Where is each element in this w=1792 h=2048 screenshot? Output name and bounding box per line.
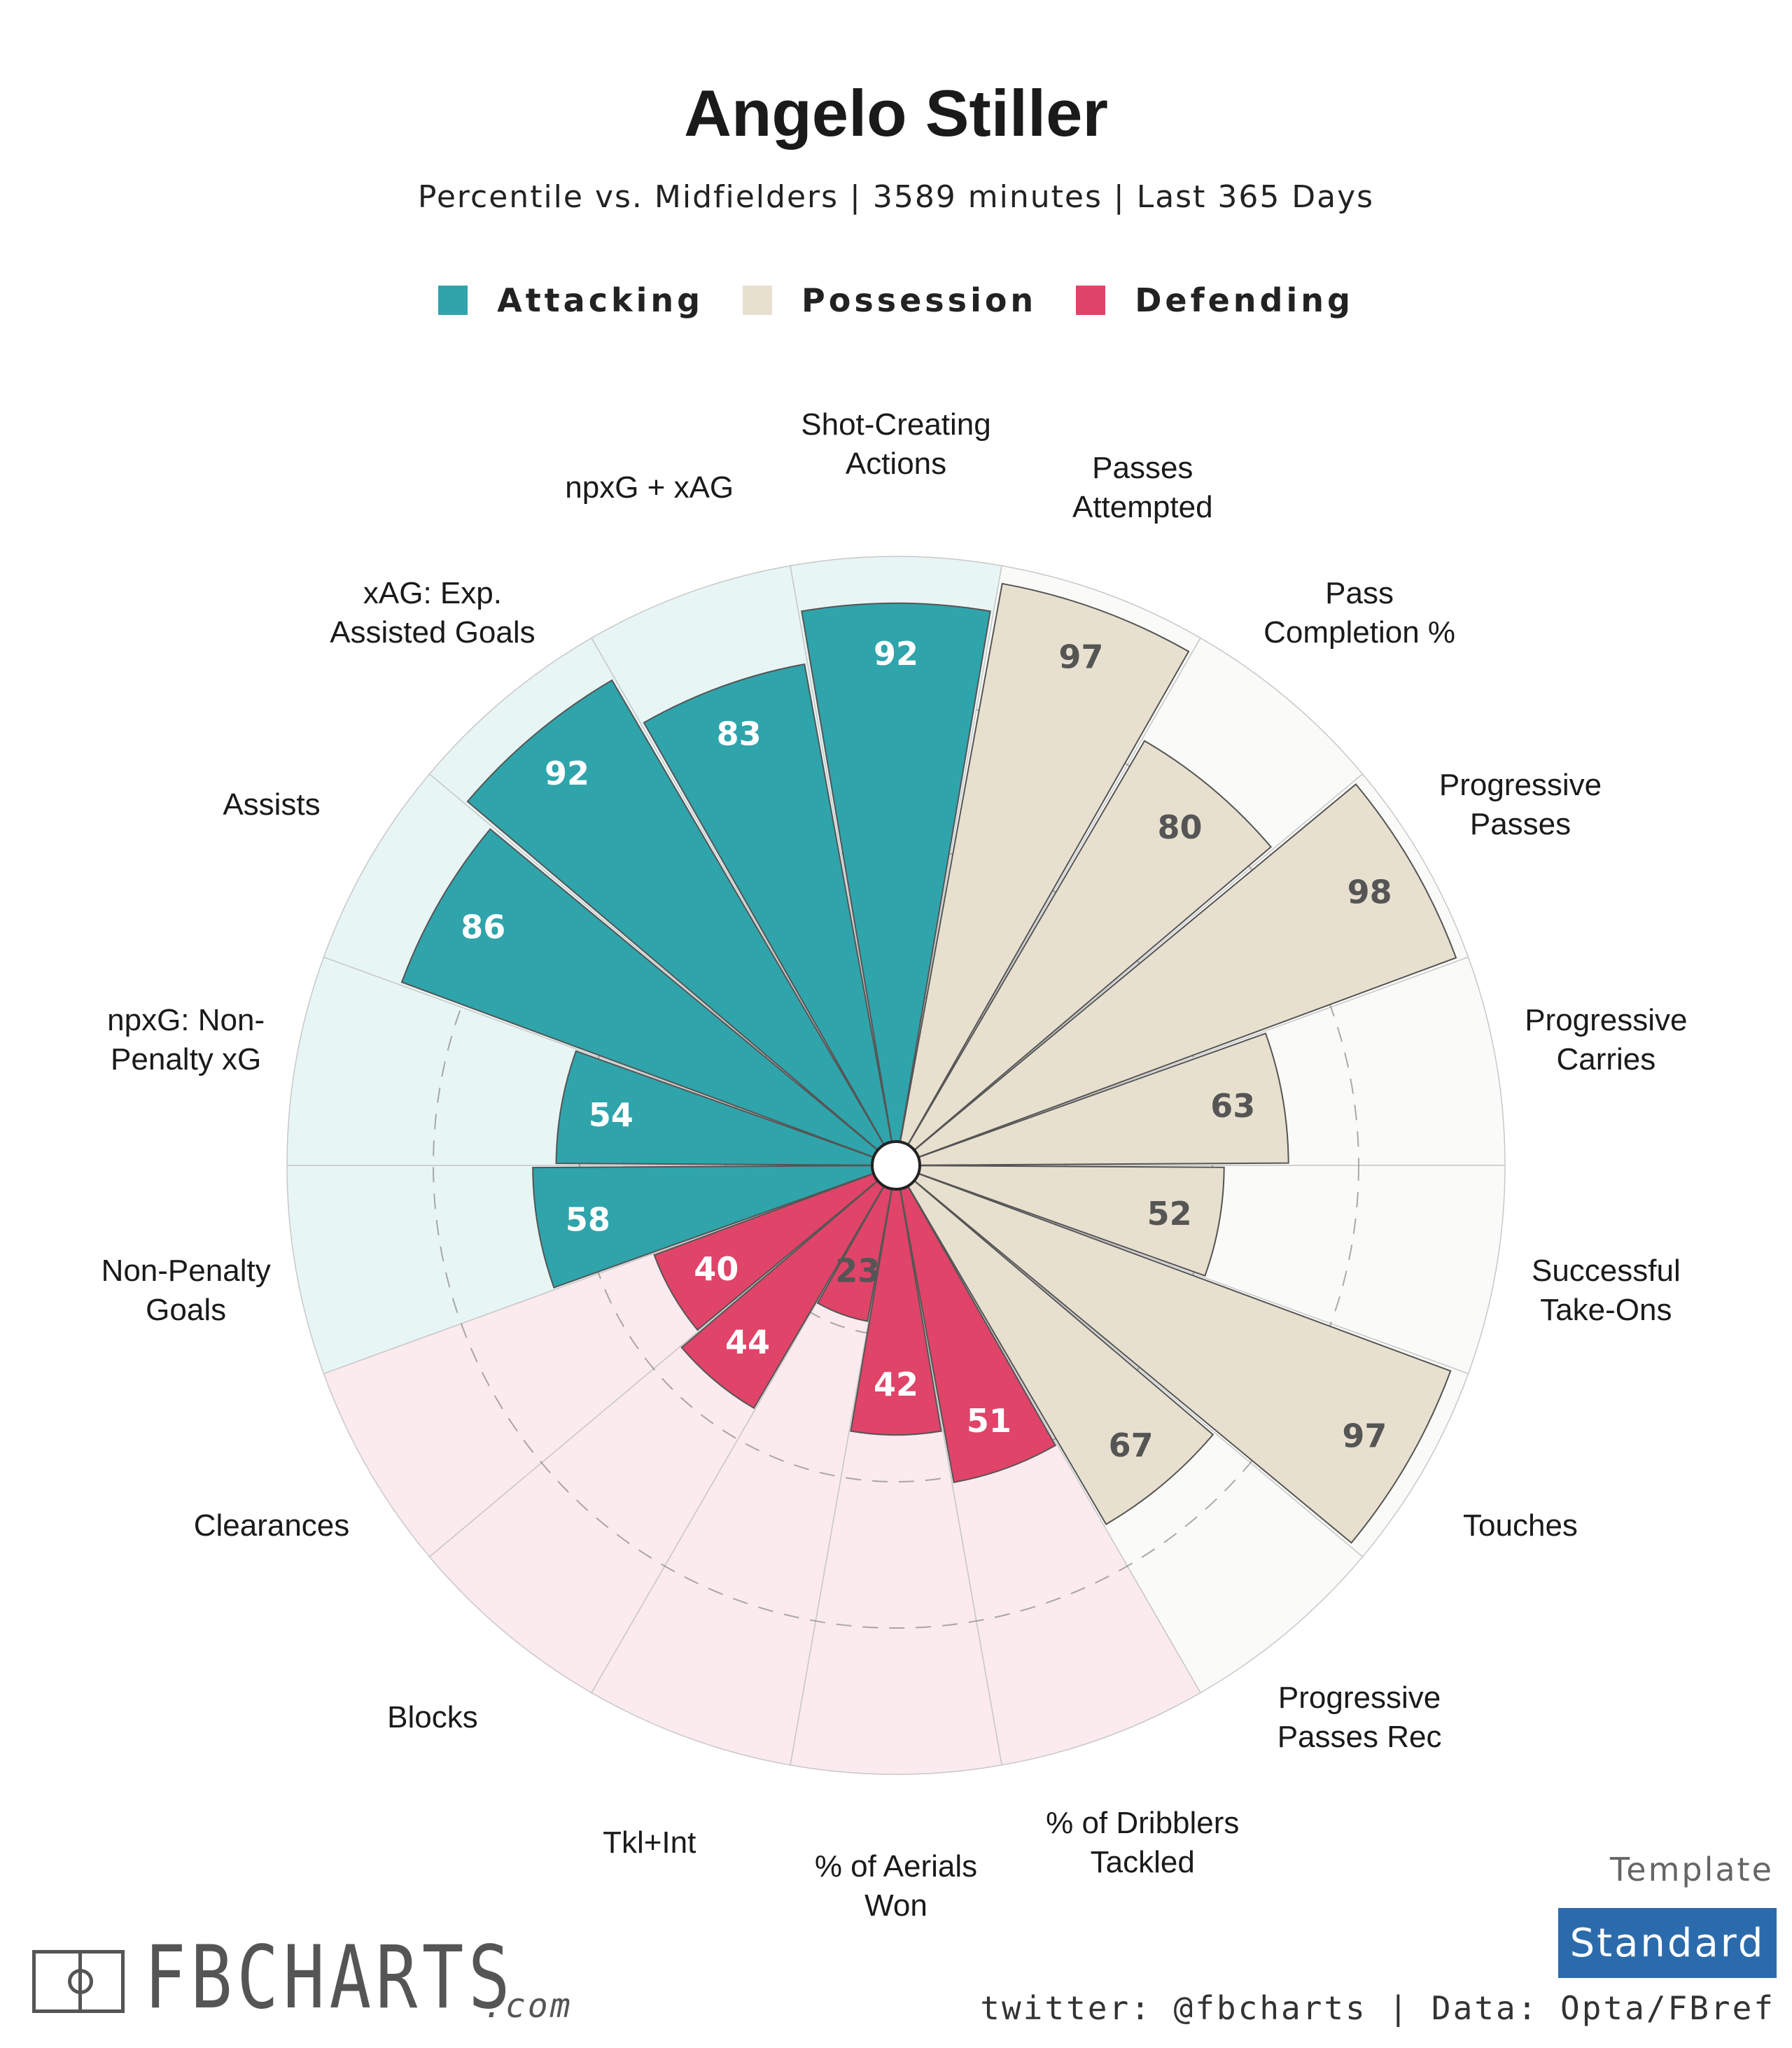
value-label: 42	[874, 1366, 918, 1403]
category-label: Successful Take-Ons	[1532, 1254, 1681, 1327]
value-label: 54	[589, 1096, 634, 1134]
center-hub	[871, 1140, 921, 1191]
guide-ring	[433, 702, 1359, 1629]
category-label: Progressive Carries	[1525, 1003, 1687, 1076]
category-label: Touches	[1463, 1508, 1578, 1543]
legend-swatch-attacking	[438, 286, 468, 315]
legend-label-defending: Defending	[1135, 281, 1354, 319]
value-label: 97	[1058, 638, 1103, 676]
legend-label-attacking: Attacking	[497, 281, 704, 319]
template-badge: Standard	[1558, 1908, 1777, 1978]
category-label: npxG: Non-Penalty xG	[107, 1003, 265, 1076]
value-label: 23	[835, 1251, 880, 1289]
category-label: Pass Completion %	[1264, 576, 1455, 650]
value-label: 80	[1157, 808, 1202, 846]
brand-logo-text: FBCHARTS	[144, 1928, 514, 2028]
category-label: xAG: Exp. Assisted Goals	[330, 576, 535, 650]
legend-item-possession: Possession	[743, 281, 1037, 319]
chart-title: Angelo Stiller	[684, 76, 1108, 150]
value-label: 44	[725, 1324, 770, 1361]
legend-swatch-defending	[1076, 286, 1106, 315]
category-label: % of Aerials Won	[815, 1849, 977, 1923]
value-label: 92	[874, 635, 918, 673]
category-label: npxG + xAG	[565, 470, 734, 505]
value-label: 40	[694, 1250, 738, 1288]
category-label: Blocks	[387, 1700, 478, 1734]
category-label: Progressive Passes	[1439, 768, 1602, 841]
category-label: % of Dribblers Tackled	[1046, 1806, 1239, 1879]
pitch-logo-icon	[32, 1950, 125, 2013]
template-label: Template	[1610, 1851, 1774, 1888]
category-label: Clearances	[194, 1508, 350, 1543]
data-credits: twitter: @fbcharts | Data: Opta/FBref	[980, 1989, 1775, 2027]
category-label: Assists	[223, 787, 320, 822]
value-label: 97	[1342, 1417, 1387, 1454]
legend-item-attacking: Attacking	[438, 281, 704, 319]
legend-item-defending: Defending	[1076, 281, 1354, 319]
legend: Attacking Possession Defending	[0, 281, 1792, 319]
brand-logo-suffix: .com	[483, 1986, 573, 2026]
value-label: 67	[1109, 1426, 1154, 1464]
value-label: 92	[545, 755, 589, 792]
chart-subtitle: Percentile vs. Midfielders | 3589 minute…	[417, 179, 1375, 215]
legend-label-possession: Possession	[802, 281, 1037, 319]
category-label: Passes Attempted	[1072, 451, 1213, 524]
value-label: 58	[566, 1201, 610, 1239]
category-label: Non-Penalty Goals	[102, 1254, 271, 1327]
category-label: Tkl+Int	[603, 1825, 696, 1860]
legend-swatch-possession	[743, 286, 773, 315]
category-label: Progressive Passes Rec	[1278, 1681, 1442, 1754]
value-label: 52	[1147, 1195, 1192, 1233]
value-label: 86	[461, 909, 505, 946]
value-label: 51	[967, 1402, 1011, 1440]
value-label: 63	[1210, 1087, 1255, 1125]
category-label: Shot-Creating Actions	[801, 407, 990, 481]
value-label: 83	[717, 715, 762, 753]
value-label: 98	[1348, 873, 1392, 911]
